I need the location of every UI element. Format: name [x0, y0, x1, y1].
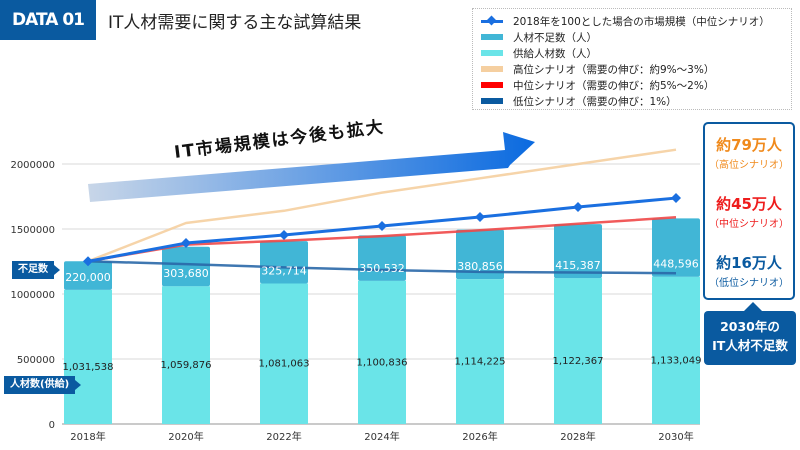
shortage-bar: [456, 229, 504, 280]
swatch-icon: [481, 50, 503, 56]
legend-label: 高位シナリオ（需要の伸び：約9%～3%）: [513, 63, 715, 76]
data-badge: DATA 01: [0, 0, 96, 40]
supply-label: 1,059,876: [161, 360, 212, 371]
legend-label: 人材不足数（人）: [513, 31, 597, 44]
shortage-tag: 不足数: [12, 261, 60, 279]
shortage-label: 303,680: [163, 267, 209, 280]
shortage-label: 415,387: [555, 259, 601, 272]
shortage-label: 350,532: [359, 262, 405, 275]
diamond-line-icon: [481, 15, 503, 25]
x-tick-label: 2030年: [658, 430, 693, 443]
shortage-bar: [554, 224, 602, 279]
y-tick-label: 1000000: [10, 290, 55, 301]
shortage-bar: [652, 218, 700, 277]
y-tick-label: 500000: [17, 355, 55, 366]
x-tick-label: 2026年: [462, 430, 497, 443]
legend-label: 低位シナリオ（需要の伸び：1%）: [513, 95, 677, 108]
x-tick-label: 2022年: [266, 430, 301, 443]
mid-label: （中位シナリオ）: [709, 219, 789, 230]
supply-tag: 人材数(供給): [4, 376, 82, 394]
series-line-0: [87, 148, 677, 263]
legend-item: 2018年を100とした場合の市場規模（中位シナリオ）: [481, 13, 770, 29]
growth-arrow: [88, 132, 535, 202]
y-tick-label: 0: [49, 420, 55, 431]
high-label: （高位シナリオ）: [709, 160, 789, 171]
x-tick-label: 2020年: [168, 430, 203, 443]
swatch-icon: [481, 66, 503, 72]
swatch-icon: [481, 82, 503, 88]
legend-label: 供給人材数（人）: [513, 47, 597, 60]
supply-label: 1,100,836: [357, 357, 408, 368]
legend: 2018年を100とした場合の市場規模（中位シナリオ） 人材不足数（人） 供給人材数…: [472, 8, 792, 110]
supply-bar: [358, 280, 406, 424]
supply-label: 1,122,367: [553, 356, 604, 367]
legend-item: 人材不足数（人）: [481, 29, 597, 45]
legend-label: 中位シナリオ（需要の伸び：約5%～2%）: [513, 79, 715, 92]
legend-item: 供給人材数（人）: [481, 45, 597, 61]
supply-bar: [64, 289, 112, 424]
series-line-2: [87, 260, 677, 275]
legend-label: 2018年を100とした場合の市場規模（中位シナリオ）: [513, 15, 770, 28]
supply-bar: [554, 278, 602, 424]
supply-bar: [162, 286, 210, 424]
shortage-label: 448,596: [653, 258, 699, 271]
page-title: IT人材需要に関する主な試算結果: [108, 13, 362, 33]
supply-label: 1,114,225: [455, 357, 506, 368]
caption-line2: IT人材不足数: [712, 338, 788, 353]
supply-label: 1,081,063: [259, 359, 310, 370]
market-point: [279, 229, 289, 240]
supply-bar: [652, 276, 700, 424]
growth-arrow-text: IT市場規模は今後も拡大: [173, 116, 386, 163]
market-point: [181, 238, 191, 249]
mid-value: 約45万人: [716, 195, 782, 213]
low-value: 約16万人: [716, 254, 782, 272]
shortage-bar: [64, 261, 112, 290]
supply-label: 1,031,538: [63, 362, 114, 373]
supply-label: 1,133,049: [651, 355, 702, 366]
caption-line1: 2030年の: [720, 319, 780, 334]
shortage-label: 380,856: [457, 260, 503, 273]
legend-item: 高位シナリオ（需要の伸び：約9%～3%）: [481, 61, 714, 77]
legend-item: 低位シナリオ（需要の伸び：1%）: [481, 93, 677, 109]
supply-bar: [456, 279, 504, 424]
low-label: （低位シナリオ）: [709, 278, 789, 289]
market-point: [671, 193, 681, 204]
market-point: [475, 212, 485, 223]
high-value: 約79万人: [716, 136, 782, 154]
shortage-bar: [260, 241, 308, 284]
market-point: [573, 202, 583, 213]
y-tick-label: 1500000: [10, 225, 55, 236]
swatch-icon: [481, 34, 503, 40]
shortage-label: 325,714: [261, 264, 307, 277]
x-tick-label: 2018年: [70, 430, 105, 443]
x-tick-label: 2024年: [364, 430, 399, 443]
legend-item: 中位シナリオ（需要の伸び：約5%～2%）: [481, 77, 714, 93]
market-point: [83, 256, 93, 267]
market-point: [377, 221, 387, 232]
shortage-caption: 2030年の IT人材不足数: [704, 302, 796, 365]
shortage-callout: 約79万人 （高位シナリオ） 約45万人 （中位シナリオ） 約16万人 （低位シ…: [703, 122, 795, 300]
swatch-icon: [481, 98, 503, 104]
shortage-label: 220,000: [65, 271, 111, 284]
y-tick-label: 2000000: [10, 160, 55, 171]
x-tick-label: 2028年: [560, 430, 595, 443]
supply-bar: [260, 283, 308, 424]
shortage-bar: [162, 246, 210, 287]
